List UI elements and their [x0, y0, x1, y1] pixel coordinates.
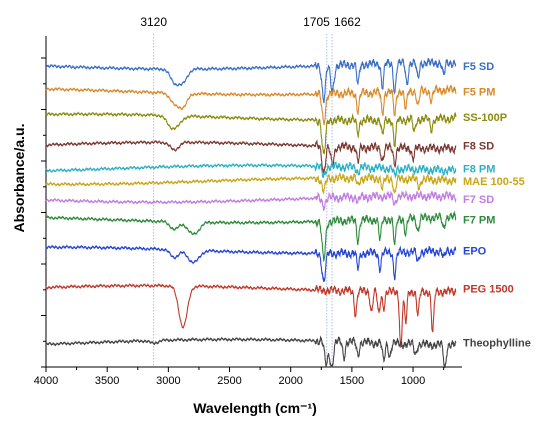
series-line [45, 189, 457, 211]
series-line [45, 210, 457, 262]
series-label: PEG 1500 [463, 284, 514, 296]
x-tick-label: 1000 [401, 375, 425, 387]
series-line [45, 57, 457, 104]
x-tick-label: 1500 [340, 375, 364, 387]
series-label: F7 SD [463, 194, 494, 206]
series-label: MAE 100-55 [463, 176, 525, 188]
series-label: F5 PM [463, 87, 495, 99]
y-axis-title: Absorbance/a.u. [11, 124, 27, 233]
series-line [45, 139, 457, 175]
x-tick-label: 2000 [278, 375, 302, 387]
reference-line-label: 1662 [334, 15, 361, 29]
series-label: F5 SD [463, 61, 494, 73]
plot-area: 4000 3500 3000 2500 2000 1500 1000 3120 1705 1662… [34, 15, 531, 387]
series-label: EPO [463, 245, 487, 257]
x-tick-label: 2500 [217, 375, 241, 387]
series-line [45, 84, 457, 126]
series-line [45, 111, 457, 155]
series-label: F8 SD [463, 140, 494, 152]
reference-line-label: 1705 [303, 15, 330, 29]
reference-line-label: 3120 [140, 15, 167, 29]
series-line [45, 161, 457, 179]
series-label: SS-100P [463, 112, 507, 124]
x-tick-label: 4000 [34, 375, 58, 387]
x-axis-title: Wavelength (cm⁻¹) [193, 400, 317, 416]
series-line [45, 172, 457, 194]
series-line [45, 283, 457, 348]
x-tick-label: 3000 [156, 375, 180, 387]
series-label: F7 PM [463, 215, 495, 227]
series-line [45, 335, 457, 369]
series-line [45, 244, 457, 283]
series-label: F8 PM [463, 163, 495, 175]
series-label: Theophylline [463, 337, 531, 349]
x-tick-label: 3500 [95, 375, 119, 387]
